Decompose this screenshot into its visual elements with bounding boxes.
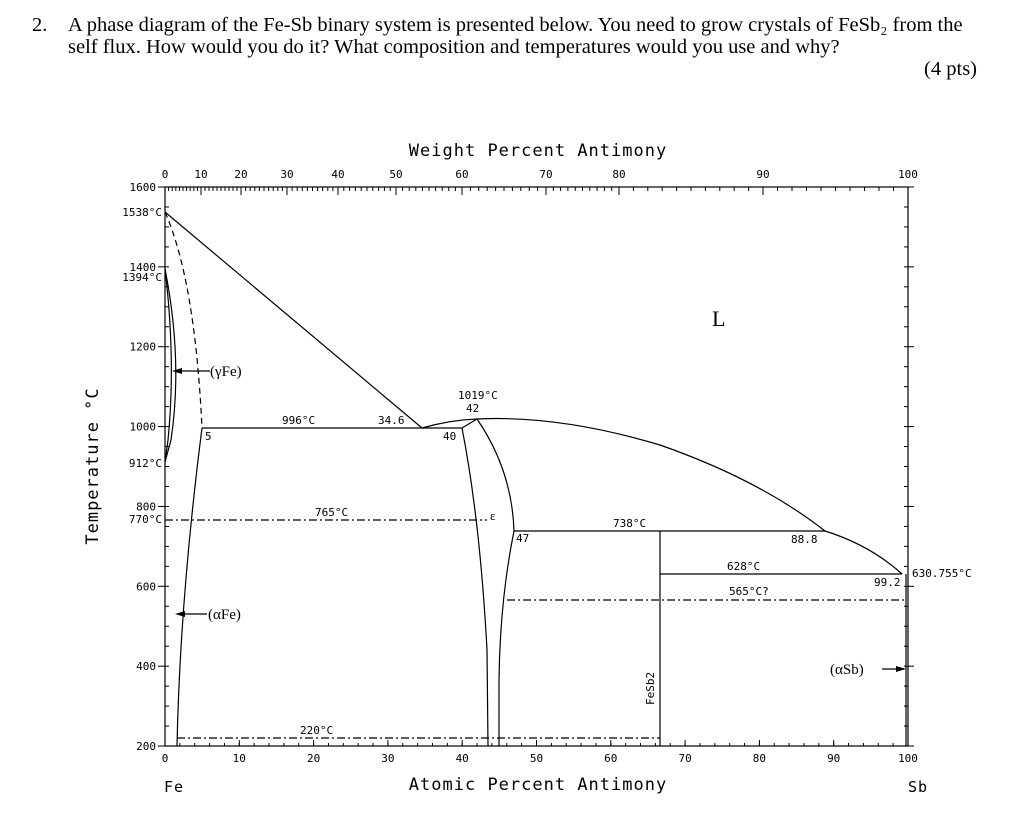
temp-label-1394: 1394°C <box>122 271 162 284</box>
temp-tick-label: 600 <box>136 580 156 593</box>
alpha-fe-arrowhead <box>175 611 185 617</box>
temp-tick-label: 1200 <box>130 341 157 354</box>
annot-34-6: 34.6 <box>378 414 405 427</box>
annot-765: 765°C <box>315 506 348 519</box>
fe-label: Fe <box>164 778 184 796</box>
weight-tick-label: 90 <box>756 168 769 181</box>
question-text: A phase diagram of the Fe-Sb binary syst… <box>68 14 963 58</box>
liquid-label: L <box>712 306 725 331</box>
alpha-fe-boundary <box>176 427 203 747</box>
atomic-tick-label: 10 <box>233 752 246 765</box>
weight-tick-label: 20 <box>234 168 247 181</box>
gamma-solidus-dashed <box>164 211 203 429</box>
alpha-sb-arrowhead <box>896 666 906 672</box>
weight-tick-label: 80 <box>612 168 625 181</box>
temp-tick-label: 200 <box>136 740 156 753</box>
weight-tick-label: 0 <box>162 168 169 181</box>
atomic-tick-label: 90 <box>827 752 840 765</box>
liquidus-sb-side <box>421 417 903 575</box>
annot-565: 565°C? <box>729 585 769 598</box>
epsilon-liquidus <box>461 418 478 429</box>
epsilon-right-boundary <box>476 418 515 746</box>
atomic-tick-label: 100 <box>898 752 918 765</box>
epsilon-left-boundary <box>461 427 489 747</box>
question-number: 2. <box>32 14 48 36</box>
annot-47: 47 <box>516 532 529 545</box>
gamma-fe-arrowhead <box>172 368 182 374</box>
annot-996: 996°C <box>282 414 315 427</box>
temp-tick-label: 1000 <box>130 421 157 434</box>
atomic-tick-label: 50 <box>530 752 543 765</box>
phase-boundaries <box>164 211 907 747</box>
atomic-tick-label: 70 <box>678 752 691 765</box>
gamma-loop-inner <box>164 268 172 463</box>
atomic-tick-label: 80 <box>753 752 766 765</box>
fesb2-label: FeSb2 <box>644 672 657 705</box>
top-axis-title: Weight Percent Antimony <box>409 141 667 161</box>
annot-5: 5 <box>205 430 212 443</box>
weight-tick-label: 30 <box>280 168 293 181</box>
gamma-fe-label: (γFe) <box>210 364 242 380</box>
gamma-loop-outer <box>164 268 177 463</box>
temp-tick-label: 800 <box>136 500 156 513</box>
atomic-tick-label: 30 <box>381 752 394 765</box>
weight-tick-label: 60 <box>455 168 468 181</box>
temp-label-1538: 1538°C <box>122 206 162 219</box>
bottom-axis-title: Atomic Percent Antimony <box>409 775 667 795</box>
atomic-tick-label: 0 <box>162 752 169 765</box>
annot-1019: 1019°C <box>458 389 498 402</box>
weight-tick-label: 10 <box>194 168 207 181</box>
annot-40: 40 <box>443 430 456 443</box>
epsilon-label: ε <box>490 508 496 523</box>
temp-label-770: 770°C <box>129 513 162 526</box>
alpha-fe-label: (αFe) <box>208 607 241 623</box>
annot-220: 220°C <box>300 724 333 737</box>
weight-tick-label: 40 <box>331 168 344 181</box>
atomic-tick-label: 60 <box>604 752 617 765</box>
weight-tick-label: 70 <box>539 168 552 181</box>
annot-42: 42 <box>466 402 479 415</box>
temp-tick-label: 400 <box>136 660 156 673</box>
annot-630: 630.755°C <box>912 567 972 580</box>
annot-738: 738°C <box>613 517 646 530</box>
annot-99-2: 99.2 <box>874 576 901 589</box>
atomic-tick-label: 40 <box>456 752 469 765</box>
temp-tick-label: 1400 <box>130 261 157 274</box>
axis-ticks: 0 10 20 30 40 50 60 70 80 90 1000 10 20 30 40 50 60 70 80 9… <box>130 168 918 765</box>
temp-label-912: 912°C <box>129 457 162 470</box>
annot-88-8: 88.8 <box>791 533 818 546</box>
sb-label: Sb <box>908 778 928 796</box>
weight-tick-label: 50 <box>389 168 402 181</box>
alpha-sb-label: (αSb) <box>830 662 864 678</box>
question-points: (4 pts) <box>924 58 977 80</box>
plot-frame <box>164 186 909 747</box>
annot-628: 628°C <box>727 560 760 573</box>
liquidus-fe-side <box>164 211 423 429</box>
weight-tick-label: 100 <box>898 168 918 181</box>
y-axis-title: Temperature °C <box>83 387 103 544</box>
temp-tick-label: 1600 <box>130 181 157 194</box>
atomic-tick-label: 20 <box>307 752 320 765</box>
annotations: 996°C 34.6 5 1019°C 42 40 765°C 738°C 47… <box>205 389 972 737</box>
